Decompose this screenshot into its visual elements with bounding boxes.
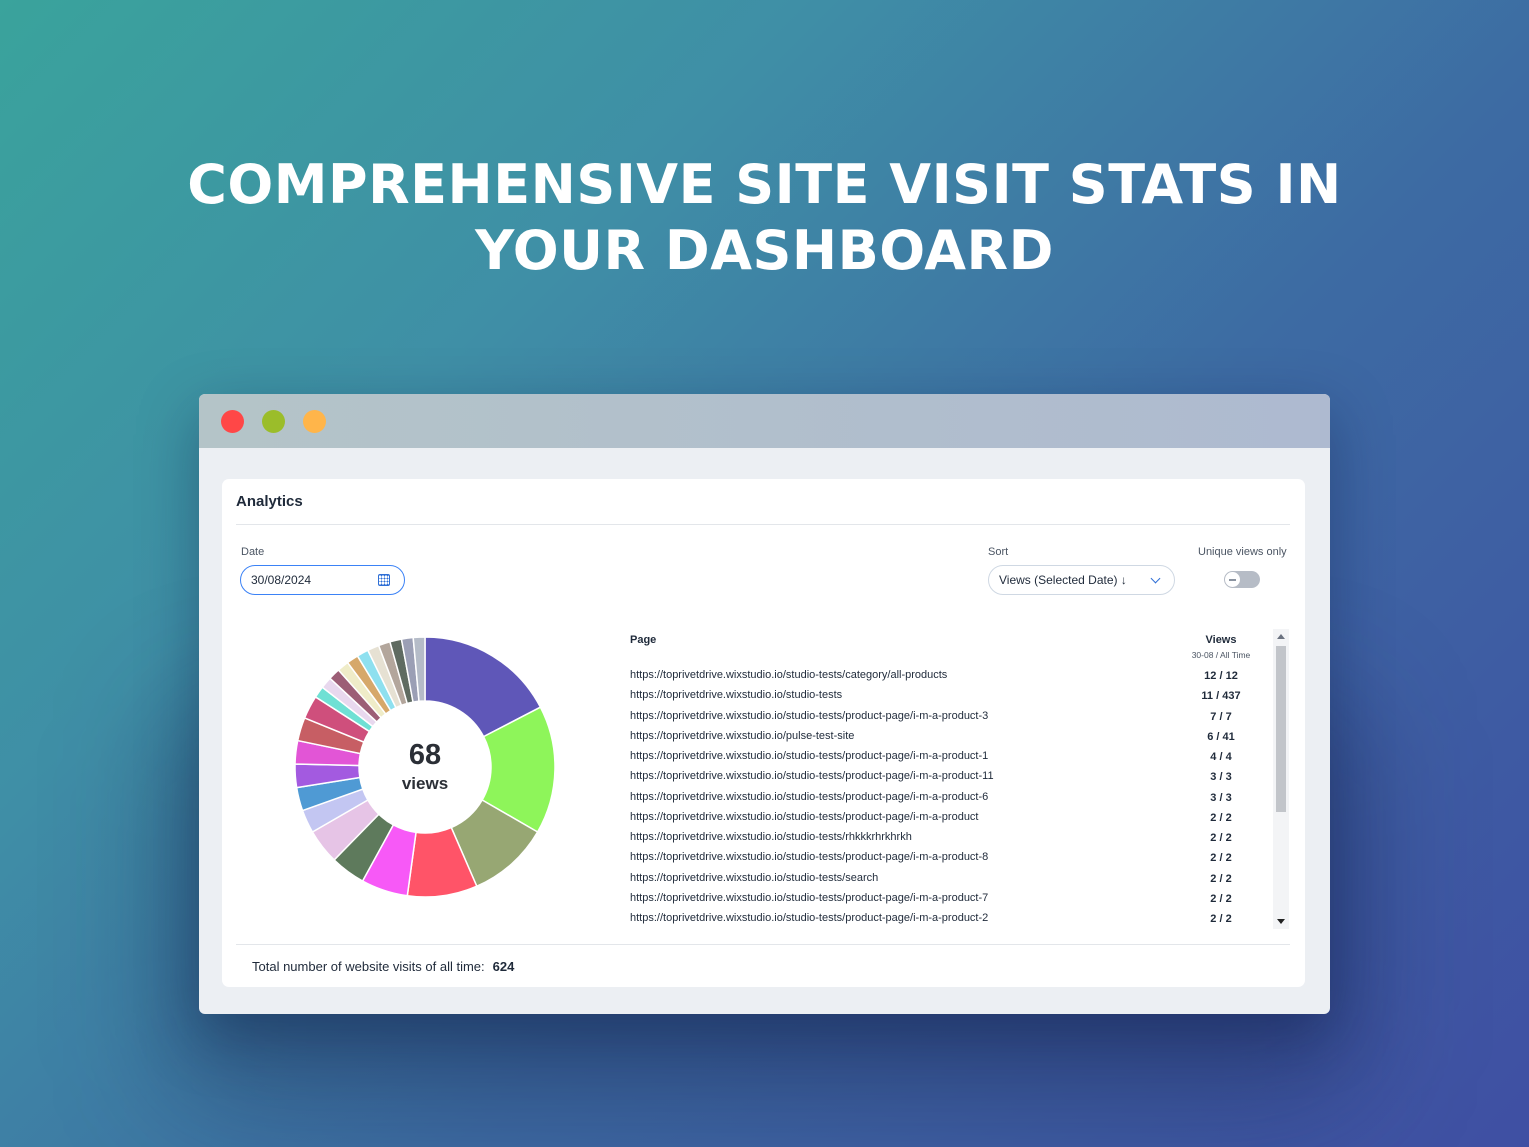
headline-line-2: YOUR DASHBOARD bbox=[475, 219, 1054, 282]
page-url[interactable]: https://toprivetdrive.wixstudio.io/studi… bbox=[630, 669, 948, 681]
page-views: 7 / 7 bbox=[1210, 710, 1232, 723]
total-visits-footer: Total number of website visits of all ti… bbox=[252, 959, 514, 974]
scrollbar-thumb[interactable] bbox=[1276, 646, 1286, 812]
headline-line-1: COMPREHENSIVE SITE VISIT STATS IN bbox=[187, 153, 1342, 216]
page-views: 2 / 2 bbox=[1210, 913, 1232, 925]
page-url[interactable]: https://toprivetdrive.wixstudio.io/studi… bbox=[630, 912, 989, 924]
page-url[interactable]: https://toprivetdrive.wixstudio.io/studi… bbox=[630, 709, 989, 722]
page-url[interactable]: https://toprivetdrive.wixstudio.io/studi… bbox=[630, 810, 979, 823]
donut-slice[interactable] bbox=[412, 636, 426, 703]
total-visits-value: 624 bbox=[492, 959, 515, 974]
sort-value: Views (Selected Date) ↓ bbox=[999, 573, 1127, 587]
views-donut-chart bbox=[294, 636, 556, 898]
page-url[interactable]: https://toprivetdrive.wixstudio.io/studi… bbox=[630, 871, 879, 884]
table-row[interactable]: https://toprivetdrive.wixstudio.io/studi… bbox=[628, 708, 1273, 728]
window-titlebar bbox=[199, 394, 1330, 448]
page-views: 3 / 3 bbox=[1210, 771, 1232, 784]
table-row[interactable]: https://toprivetdrive.wixstudio.io/studi… bbox=[628, 748, 1273, 768]
table-row[interactable]: https://toprivetdrive.wixstudio.io/studi… bbox=[628, 829, 1273, 849]
table-row[interactable]: https://toprivetdrive.wixstudio.io/studi… bbox=[628, 789, 1273, 809]
table-row[interactable]: https://toprivetdrive.wixstudio.io/pulse… bbox=[628, 728, 1273, 748]
page-views: 2 / 2 bbox=[1210, 832, 1232, 844]
unique-views-label: Unique views only bbox=[1198, 546, 1287, 558]
footer-divider bbox=[236, 944, 1290, 945]
page-url[interactable]: https://toprivetdrive.wixstudio.io/studi… bbox=[630, 831, 912, 843]
sort-label: Sort bbox=[988, 546, 1009, 558]
maximize-window-icon[interactable] bbox=[303, 410, 326, 433]
analytics-card: Analytics Date 30/08/2024 Sort Views (Se… bbox=[222, 479, 1305, 987]
minimize-window-icon[interactable] bbox=[262, 410, 285, 433]
app-window: Analytics Date 30/08/2024 Sort Views (Se… bbox=[199, 394, 1330, 1014]
page-headline: COMPREHENSIVE SITE VISIT STATS IN YOUR D… bbox=[0, 152, 1529, 284]
card-divider bbox=[236, 524, 1290, 525]
calendar-icon[interactable] bbox=[378, 574, 390, 586]
column-header-views-sub: 30-08 / All Time bbox=[1191, 650, 1251, 660]
chevron-down-icon bbox=[1150, 573, 1161, 584]
column-header-views: Views bbox=[1205, 634, 1237, 646]
page-views: 4 / 4 bbox=[1210, 751, 1232, 763]
scroll-up-icon[interactable] bbox=[1277, 634, 1285, 639]
page-url[interactable]: https://toprivetdrive.wixstudio.io/pulse… bbox=[630, 729, 855, 742]
scroll-down-icon[interactable] bbox=[1277, 919, 1285, 924]
page-url[interactable]: https://toprivetdrive.wixstudio.io/studi… bbox=[630, 689, 843, 702]
table-row[interactable]: https://toprivetdrive.wixstudio.io/studi… bbox=[628, 687, 1273, 707]
card-title: Analytics bbox=[236, 493, 303, 510]
close-window-icon[interactable] bbox=[221, 410, 244, 433]
date-value: 30/08/2024 bbox=[251, 573, 312, 587]
page-url[interactable]: https://toprivetdrive.wixstudio.io/studi… bbox=[630, 770, 994, 783]
page-views: 6 / 41 bbox=[1207, 730, 1235, 743]
page-views: 2 / 2 bbox=[1210, 872, 1232, 885]
page-views: 2 / 2 bbox=[1210, 892, 1232, 905]
table-row[interactable]: https://toprivetdrive.wixstudio.io/studi… bbox=[628, 849, 1273, 869]
page-views: 12 / 12 bbox=[1204, 670, 1238, 682]
page-views: 3 / 3 bbox=[1210, 791, 1232, 804]
table-row[interactable]: https://toprivetdrive.wixstudio.io/studi… bbox=[628, 870, 1273, 890]
page-views: 2 / 2 bbox=[1210, 811, 1232, 824]
table-scrollbar[interactable] bbox=[1273, 629, 1289, 929]
date-input[interactable]: 30/08/2024 bbox=[240, 565, 405, 595]
toggle-knob bbox=[1225, 572, 1240, 587]
page-url[interactable]: https://toprivetdrive.wixstudio.io/studi… bbox=[630, 851, 989, 864]
page-url[interactable]: https://toprivetdrive.wixstudio.io/studi… bbox=[630, 790, 989, 803]
table-row[interactable]: https://toprivetdrive.wixstudio.io/studi… bbox=[628, 667, 1273, 687]
page-views: 11 / 437 bbox=[1201, 690, 1241, 703]
table-body: https://toprivetdrive.wixstudio.io/studi… bbox=[628, 667, 1273, 930]
total-visits-label: Total number of website visits of all ti… bbox=[252, 959, 485, 974]
table-row[interactable]: https://toprivetdrive.wixstudio.io/studi… bbox=[628, 809, 1273, 829]
column-header-page: Page bbox=[630, 634, 657, 646]
page-url[interactable]: https://toprivetdrive.wixstudio.io/studi… bbox=[630, 750, 989, 762]
page-url[interactable]: https://toprivetdrive.wixstudio.io/studi… bbox=[630, 891, 989, 904]
sort-select[interactable]: Views (Selected Date) ↓ bbox=[988, 565, 1175, 595]
table-row[interactable]: https://toprivetdrive.wixstudio.io/studi… bbox=[628, 890, 1273, 910]
date-label: Date bbox=[241, 546, 265, 558]
unique-views-toggle[interactable] bbox=[1224, 571, 1260, 588]
page-views: 2 / 2 bbox=[1210, 852, 1232, 865]
pages-table: Page Views 30-08 / All Time https://topr… bbox=[628, 629, 1290, 929]
table-row[interactable]: https://toprivetdrive.wixstudio.io/studi… bbox=[628, 910, 1273, 930]
table-row[interactable]: https://toprivetdrive.wixstudio.io/studi… bbox=[628, 768, 1273, 788]
